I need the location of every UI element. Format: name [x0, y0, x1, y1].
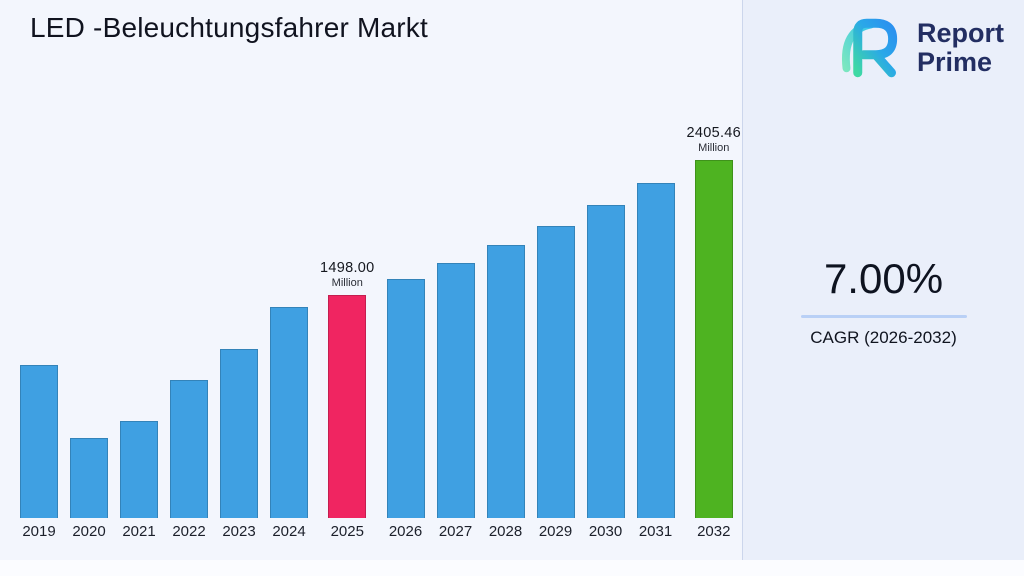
page-title: LED -Beleuchtungsfahrer Markt — [30, 12, 428, 43]
bar-2029 — [536, 226, 575, 518]
bar-year-label-2020: 2020 — [72, 522, 106, 540]
bar-2019 — [20, 365, 58, 518]
bar-2022 — [170, 380, 208, 518]
report-prime-mark-icon — [841, 18, 898, 78]
brand-logo: Report Prime — [831, 12, 1004, 84]
bar-year-label-2029: 2029 — [538, 522, 573, 540]
bar-year-label-2032: 2032 — [697, 522, 731, 540]
bar-chart: 2019 2020 2021 2022 2023 2024 1498.00 Million 20… — [20, 125, 741, 544]
bar-year-label-2028: 2028 — [488, 522, 523, 540]
bar-unit: Million — [331, 277, 363, 289]
brand-name-line1: Report — [917, 17, 1004, 48]
bar-year-label-2027: 2027 — [438, 522, 473, 540]
bar-2031 — [636, 183, 675, 518]
bar-2032 — [694, 160, 733, 518]
summary-panel: Report Prime 7.00% CAGR (2026-2032) — [743, 0, 1024, 560]
brand-name: Report Prime — [917, 17, 1004, 77]
bar-2024 — [270, 307, 308, 518]
bar-year-label-2022: 2022 — [172, 522, 206, 540]
bar-column-2032: 2405.46 Million 2032 — [687, 125, 742, 544]
bar-column-2028: 2028 — [486, 245, 525, 544]
bar-2030 — [586, 205, 625, 518]
bar-2027 — [436, 263, 475, 518]
bar-year-label-2031: 2031 — [638, 522, 673, 540]
bar-year-label-2024: 2024 — [272, 522, 306, 540]
bar-year-label-2030: 2030 — [588, 522, 623, 540]
bar-2021 — [120, 421, 158, 518]
bar-column-2026: 2026 — [386, 279, 425, 544]
bar-year-label-2019: 2019 — [22, 522, 56, 540]
bar-2028 — [486, 245, 525, 518]
chart-panel: LED -Beleuchtungsfahrer Markt 2019 2020 20… — [20, 12, 741, 544]
bar-value: 1498.00 — [320, 260, 375, 276]
bar-column-2021: 2021 — [120, 421, 158, 544]
cagr-underline — [800, 315, 967, 318]
panel-divider — [742, 0, 743, 560]
bar-column-2023: 2023 — [220, 349, 258, 544]
cagr-label: CAGR (2026-2032) — [810, 328, 957, 347]
cagr-block: 7.00% CAGR (2026-2032) — [743, 255, 1024, 348]
bar-value-label-2032: 2405.46 Million — [687, 125, 742, 154]
bar-column-2029: 2029 — [536, 226, 575, 544]
bar-column-2019: 2019 — [20, 365, 58, 544]
brand-name-line2: Prime — [917, 47, 993, 77]
bar-value: 2405.46 — [686, 125, 742, 141]
bar-year-label-2023: 2023 — [222, 522, 256, 540]
bar-column-2020: 2020 — [70, 438, 108, 544]
bar-column-2027: 2027 — [436, 263, 475, 544]
bar-2025 — [328, 295, 367, 518]
bar-column-2031: 2031 — [636, 183, 675, 544]
bar-year-label-2025: 2025 — [330, 522, 364, 540]
bar-column-2025: 1498.00 Million 2025 — [320, 260, 375, 544]
bar-unit: Million — [698, 142, 730, 154]
bar-2020 — [70, 438, 108, 518]
bar-column-2022: 2022 — [170, 380, 208, 544]
bottom-strip — [0, 560, 1024, 576]
bar-column-2030: 2030 — [586, 205, 625, 544]
bar-column-2024: 2024 — [270, 307, 308, 544]
bar-value-label-2025: 1498.00 Million — [320, 260, 375, 289]
bar-2026 — [386, 279, 425, 518]
cagr-value: 7.00% — [823, 255, 944, 302]
bar-year-label-2026: 2026 — [388, 522, 423, 540]
bar-year-label-2021: 2021 — [122, 522, 156, 540]
bar-2023 — [220, 349, 258, 518]
